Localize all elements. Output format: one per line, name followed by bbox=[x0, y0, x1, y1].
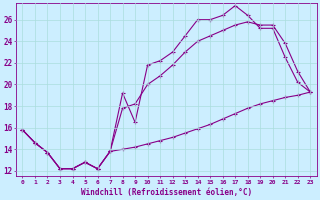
X-axis label: Windchill (Refroidissement éolien,°C): Windchill (Refroidissement éolien,°C) bbox=[81, 188, 252, 197]
